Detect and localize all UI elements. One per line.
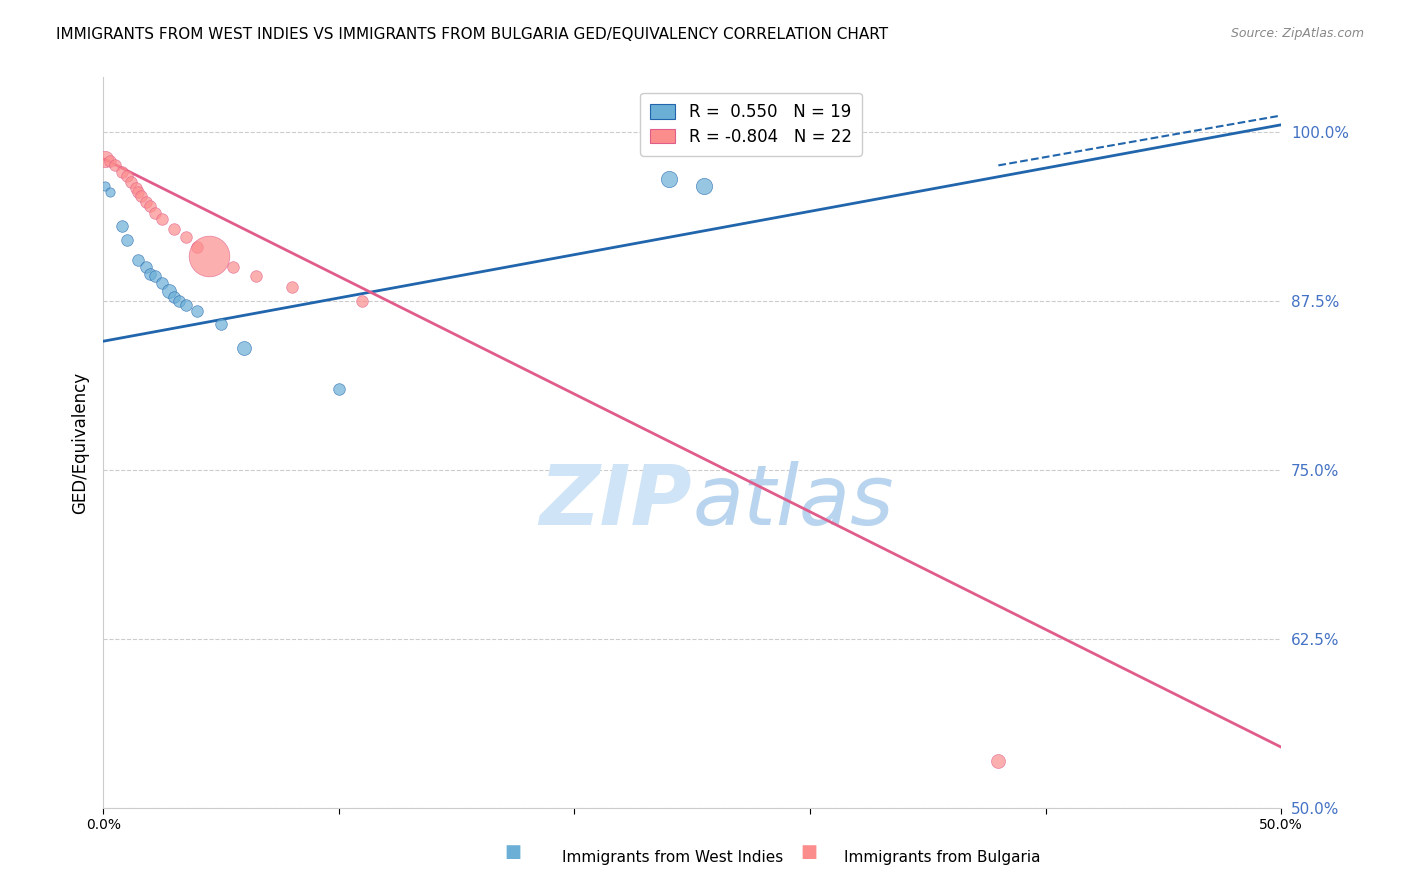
Text: Source: ZipAtlas.com: Source: ZipAtlas.com (1230, 27, 1364, 40)
Text: atlas: atlas (692, 460, 894, 541)
Point (658, 172, 681, 186)
Point (94, 152, 117, 166)
Point (987, 754, 1010, 768)
Point (120, 175, 142, 189)
Point (111, 165, 134, 179)
Point (98, 186, 121, 200)
Point (143, 269, 166, 284)
Text: ZIP: ZIP (540, 460, 692, 541)
Legend: R =  0.550   N = 19, R = -0.804   N = 22: R = 0.550 N = 19, R = -0.804 N = 22 (640, 93, 862, 156)
Text: Immigrants from Bulgaria: Immigrants from Bulgaria (844, 850, 1040, 865)
Point (104, 158, 127, 172)
Y-axis label: GED/Equivalency: GED/Equivalency (72, 372, 89, 514)
Point (150, 212, 173, 227)
Point (111, 219, 134, 234)
Point (139, 199, 162, 213)
Point (139, 267, 162, 281)
Point (693, 178, 716, 193)
Point (94, 178, 117, 193)
Point (135, 194, 157, 209)
Point (163, 222, 186, 236)
Point (129, 189, 152, 203)
Point (98, 154, 121, 169)
Text: IMMIGRANTS FROM WEST INDIES VS IMMIGRANTS FROM BULGARIA GED/EQUIVALENCY CORRELAT: IMMIGRANTS FROM WEST INDIES VS IMMIGRANT… (56, 27, 889, 42)
Point (245, 269, 267, 284)
Point (127, 253, 149, 268)
Point (222, 260, 245, 274)
Point (127, 186, 149, 200)
Point (280, 280, 302, 294)
Point (328, 382, 350, 396)
Point (186, 239, 208, 253)
Text: ■: ■ (800, 843, 817, 861)
Text: ■: ■ (505, 843, 522, 861)
Point (115, 169, 138, 184)
Point (233, 341, 256, 355)
Point (143, 205, 166, 219)
Point (115, 233, 138, 247)
Point (125, 181, 148, 195)
Point (352, 293, 374, 308)
Point (209, 317, 232, 331)
Point (174, 298, 197, 312)
Point (163, 290, 186, 304)
Point (167, 293, 190, 308)
Point (186, 304, 208, 318)
Text: Immigrants from West Indies: Immigrants from West Indies (562, 850, 783, 865)
Point (150, 276, 173, 290)
Point (157, 284, 180, 298)
Point (135, 260, 157, 274)
Point (198, 249, 221, 263)
Point (174, 230, 197, 244)
